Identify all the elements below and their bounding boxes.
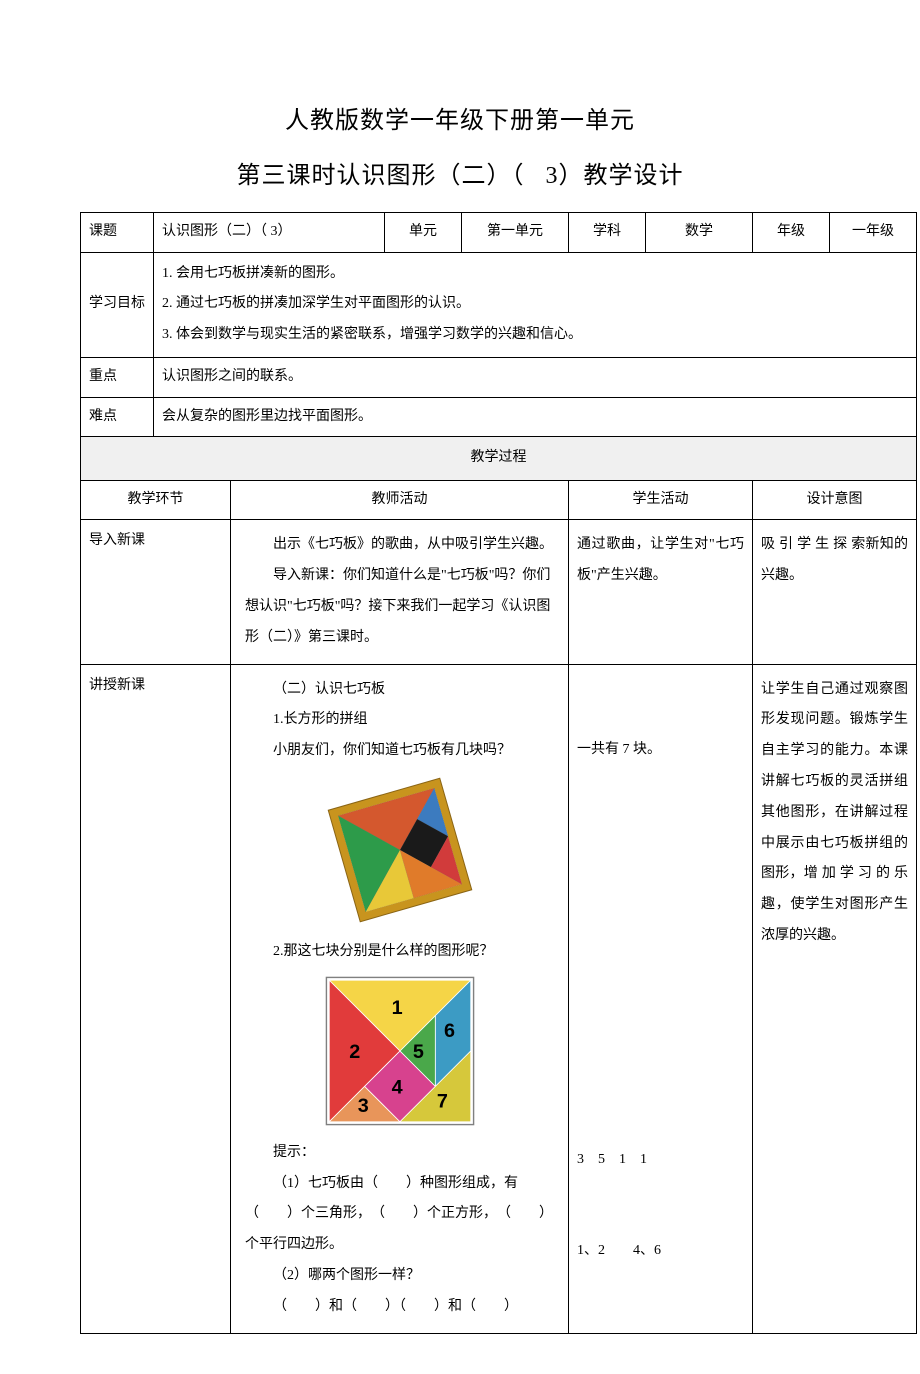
teach-q1: 小朋友们，你们知道七巧板有几块吗？ bbox=[245, 736, 554, 767]
value-difficulty: 会从复杂的图形里边找平面图形。 bbox=[154, 397, 917, 437]
teach-hint3: （ ）和（ ）（ ）和（ ） bbox=[245, 1292, 554, 1323]
table-row: 导入新课 出示《七巧板》的歌曲，从中吸引学生兴趣。 导入新课：你们知道什么是"七… bbox=[81, 520, 917, 664]
teach-hint2: （2）哪两个图形一样？ bbox=[245, 1261, 554, 1292]
page-title: 人教版数学一年级下册第一单元 bbox=[80, 100, 840, 135]
col-intent: 设计意图 bbox=[753, 480, 917, 520]
table-row: 教学过程 bbox=[81, 437, 917, 481]
col-stage: 教学环节 bbox=[81, 480, 231, 520]
intro-intent: 吸 引 学 生 探 索新知的兴趣。 bbox=[753, 520, 917, 664]
intro-teacher: 出示《七巧板》的歌曲，从中吸引学生兴趣。 导入新课：你们知道什么是"七巧板"吗？… bbox=[231, 520, 569, 664]
student-a3: 1、2 4、6 bbox=[577, 1236, 744, 1267]
goal-line: 1. 会用七巧板拼凑新的图形。 bbox=[162, 259, 908, 290]
teach-teacher: （二）认识七巧板 1.长方形的拼组 小朋友们，你们知道七巧板有几块吗？ 2.那这… bbox=[231, 664, 569, 1333]
label-goals: 学习目标 bbox=[81, 252, 154, 357]
student-a2: 3 5 1 1 bbox=[577, 1145, 744, 1176]
svg-text:7: 7 bbox=[436, 1090, 447, 1112]
goal-line: 3. 体会到数学与现实生活的紧密联系，增强学习数学的兴趣和信心。 bbox=[162, 320, 908, 351]
intro-teacher-p1: 出示《七巧板》的歌曲，从中吸引学生兴趣。 bbox=[245, 530, 554, 561]
label-topic: 课题 bbox=[81, 213, 154, 253]
value-subject: 数学 bbox=[646, 213, 753, 253]
table-row: 重点 认识图形之间的联系。 bbox=[81, 357, 917, 397]
subtitle-num: 3）教学设计 bbox=[546, 163, 684, 189]
document-page: 人教版数学一年级下册第一单元 第三课时认识图形（二）（ 3）教学设计 课题 认识… bbox=[0, 0, 920, 1374]
tangram-1-icon bbox=[315, 775, 485, 925]
label-keypoint: 重点 bbox=[81, 357, 154, 397]
process-header: 教学过程 bbox=[81, 437, 917, 481]
label-subject: 学科 bbox=[569, 213, 646, 253]
intro-teacher-p2: 导入新课：你们知道什么是"七巧板"吗？你们想认识"七巧板"吗？接下来我们一起学习… bbox=[245, 561, 554, 653]
teach-intent: 让学生自己通过观察图形发现问题。锻炼学生自主学习的能力。本课讲解七巧板的灵活拼组… bbox=[753, 664, 917, 1333]
page-subtitle: 第三课时认识图形（二）（ 3）教学设计 bbox=[80, 155, 840, 190]
svg-text:1: 1 bbox=[391, 997, 402, 1019]
subtitle-pre: 第三课时认识图形（二）（ bbox=[237, 163, 525, 189]
value-topic: 认识图形（二）（ 3） bbox=[154, 213, 385, 253]
teach-sub2: 2.那这七块分别是什么样的图形呢？ bbox=[245, 937, 554, 968]
label-difficulty: 难点 bbox=[81, 397, 154, 437]
table-row: 课题 认识图形（二）（ 3） 单元 第一单元 学科 数学 年级 一年级 bbox=[81, 213, 917, 253]
label-grade: 年级 bbox=[753, 213, 830, 253]
teach-hint1: （1）七巧板由（ ）种图形组成，有（ ）个三角形， （ ）个正方形， （ ）个平… bbox=[245, 1169, 554, 1261]
teach-sub1: 1.长方形的拼组 bbox=[245, 705, 554, 736]
goals-content: 1. 会用七巧板拼凑新的图形。 2. 通过七巧板的拼凑加深学生对平面图形的认识。… bbox=[154, 252, 917, 357]
col-student: 学生活动 bbox=[569, 480, 753, 520]
table-row: 讲授新课 （二）认识七巧板 1.长方形的拼组 小朋友们，你们知道七巧板有几块吗？… bbox=[81, 664, 917, 1333]
tangram-2-icon: 1 2 3 456 7 bbox=[325, 976, 475, 1126]
teach-hint-label: 提示： bbox=[245, 1138, 554, 1169]
teach-student: 一共有 7 块。 3 5 1 1 1、2 4、6 bbox=[569, 664, 753, 1333]
table-row: 难点 会从复杂的图形里边找平面图形。 bbox=[81, 397, 917, 437]
svg-text:4: 4 bbox=[391, 1076, 402, 1098]
stage-teach: 讲授新课 bbox=[81, 664, 231, 1333]
value-grade: 一年级 bbox=[830, 213, 917, 253]
table-row: 学习目标 1. 会用七巧板拼凑新的图形。 2. 通过七巧板的拼凑加深学生对平面图… bbox=[81, 252, 917, 357]
goal-line: 2. 通过七巧板的拼凑加深学生对平面图形的认识。 bbox=[162, 289, 908, 320]
svg-text:3: 3 bbox=[357, 1095, 368, 1117]
student-a1: 一共有 7 块。 bbox=[577, 735, 744, 766]
teach-section-title: （二）认识七巧板 bbox=[245, 675, 554, 706]
value-unit: 第一单元 bbox=[462, 213, 569, 253]
svg-text:2: 2 bbox=[349, 1041, 360, 1063]
svg-text:5: 5 bbox=[412, 1041, 423, 1063]
table-row: 教学环节 教师活动 学生活动 设计意图 bbox=[81, 480, 917, 520]
col-teacher: 教师活动 bbox=[231, 480, 569, 520]
stage-intro: 导入新课 bbox=[81, 520, 231, 664]
label-unit: 单元 bbox=[385, 213, 462, 253]
value-keypoint: 认识图形之间的联系。 bbox=[154, 357, 917, 397]
intro-student: 通过歌曲，让学生对"七巧板"产生兴趣。 bbox=[569, 520, 753, 664]
svg-text:6: 6 bbox=[444, 1020, 455, 1042]
lesson-table: 课题 认识图形（二）（ 3） 单元 第一单元 学科 数学 年级 一年级 学习目标… bbox=[80, 212, 917, 1334]
